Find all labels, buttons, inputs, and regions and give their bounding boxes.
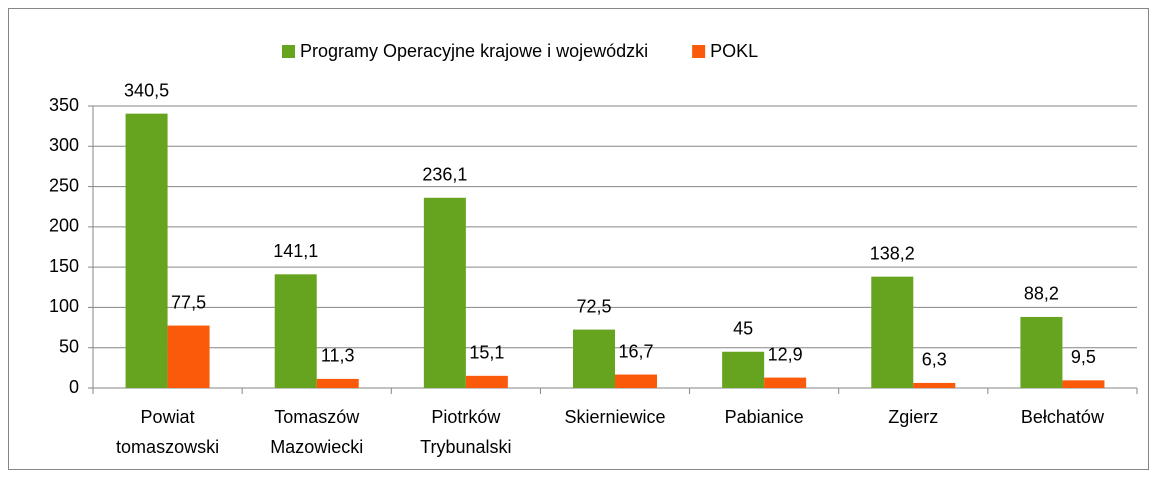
y-tick-label: 100 [49, 296, 79, 316]
data-label: 77,5 [171, 292, 206, 312]
data-label: 6,3 [922, 350, 947, 370]
x-tick-label: Pabianice [725, 407, 804, 427]
y-tick-label: 300 [49, 135, 79, 155]
x-tick-label: Zgierz [888, 407, 938, 427]
data-label: 72,5 [576, 296, 611, 316]
y-tick-label: 0 [69, 377, 79, 397]
data-label: 11,3 [321, 346, 355, 366]
bar [125, 113, 168, 388]
legend-label: Programy Operacyjne krajowe i wojewódzki [300, 41, 648, 61]
bar [764, 377, 807, 388]
bar [274, 274, 317, 388]
bar [722, 351, 765, 388]
data-label: 15,1 [469, 343, 504, 363]
data-label: 9,5 [1071, 347, 1096, 367]
bar [423, 197, 466, 388]
y-tick-label: 150 [49, 256, 79, 276]
legend-label: POKL [710, 41, 758, 61]
data-label: 236,1 [422, 165, 467, 185]
x-tick-label: Piotrków Trybunalski [420, 407, 511, 457]
bar [1062, 380, 1105, 388]
chart-border [8, 8, 1149, 470]
y-tick-label: 250 [49, 175, 79, 195]
bar [615, 374, 657, 388]
data-label: 16,7 [618, 341, 653, 361]
x-tick-label: Bełchatów [1021, 407, 1105, 427]
data-label: 88,2 [1024, 284, 1059, 304]
data-label: 45 [733, 318, 753, 338]
legend-swatch [692, 45, 706, 58]
y-tick-label: 350 [49, 95, 79, 115]
bar [316, 378, 359, 388]
bar [871, 276, 914, 388]
x-tick-label: Tomaszów Mazowiecki [270, 407, 363, 457]
data-label: 138,2 [870, 243, 915, 263]
bar [167, 325, 210, 388]
legend-swatch [282, 45, 295, 58]
y-tick-label: 50 [59, 336, 79, 356]
bar [465, 375, 508, 388]
bar [1020, 316, 1063, 388]
bar [573, 329, 615, 388]
x-tick-label: Skierniewice [564, 407, 665, 427]
data-label: 340,5 [124, 80, 169, 100]
data-label: 12,9 [768, 344, 803, 364]
data-label: 141,1 [273, 241, 318, 261]
y-tick-label: 200 [49, 216, 79, 236]
bar [913, 382, 956, 388]
x-tick-label: Powiat tomaszowski [116, 407, 219, 457]
